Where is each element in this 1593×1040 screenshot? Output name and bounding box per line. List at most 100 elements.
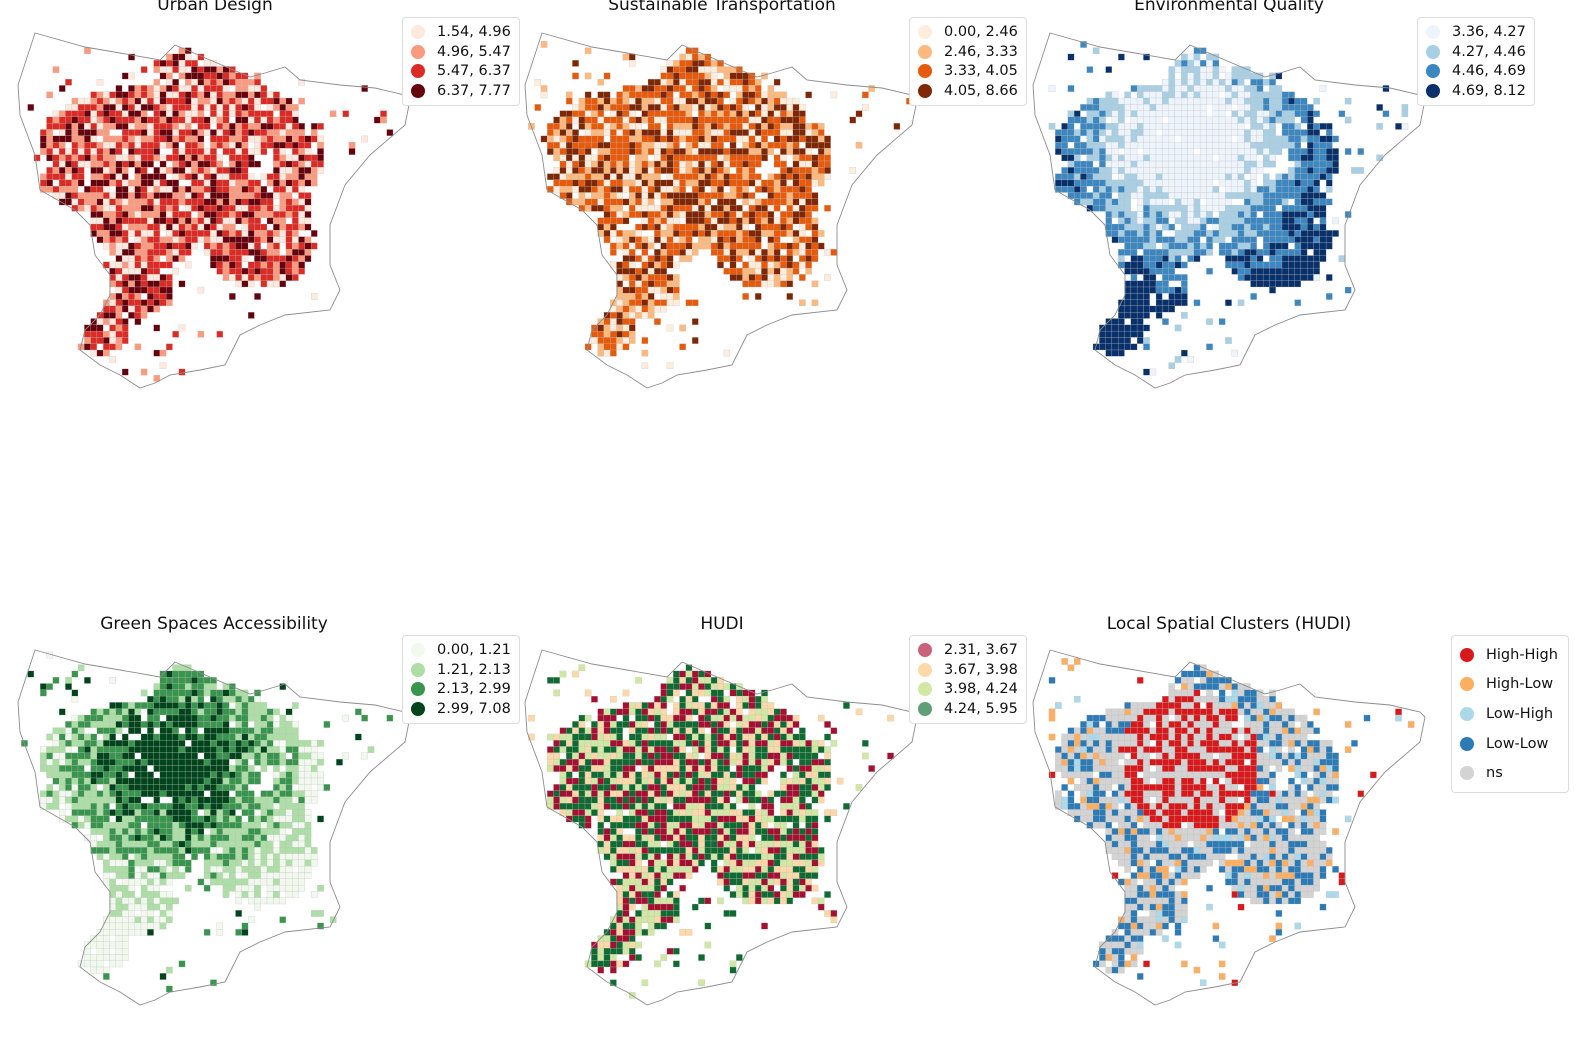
grid-cell [279,141,287,149]
grid-cell [292,834,299,842]
grid-cell [723,78,731,86]
grid-cell [641,192,649,199]
grid-cell [1130,318,1138,325]
grid-cell [210,255,217,262]
grid-cell [1143,198,1150,206]
grid-cell [1307,173,1314,181]
grid-cell [285,160,293,168]
grid-cell [767,230,775,237]
grid-cell [273,866,280,873]
grid-cell [736,211,743,218]
grid-cell [704,116,712,124]
grid-cell [1168,104,1176,111]
grid-cell [1162,141,1169,149]
grid-cell [222,777,230,785]
grid-cell [273,249,280,256]
grid-cell [140,784,148,791]
grid-cell [1294,141,1302,149]
grid-cell [172,129,179,136]
grid-cell [210,160,217,168]
grid-cell [742,160,749,168]
grid-cell [1124,129,1131,136]
grid-cell [191,242,198,250]
grid-cell [96,192,104,199]
grid-cell [1067,123,1075,130]
grid-cell [128,727,135,735]
grid-cell [647,104,655,111]
grid-cell [285,223,293,231]
grid-cell [147,878,154,886]
grid-cell [610,141,617,149]
grid-cell [222,91,230,99]
grid-cell [235,853,242,861]
grid-cell [647,305,655,313]
grid-cell [71,733,79,741]
grid-cell [1237,236,1245,244]
grid-cell [1143,236,1150,244]
grid-cell [210,85,217,92]
grid-cell [103,809,110,816]
grid-cell [58,809,66,816]
grid-cell [216,78,224,86]
grid-cell [46,129,53,136]
grid-cell [1256,104,1264,111]
grid-cell [128,135,135,143]
grid-cell [159,204,167,212]
grid-cell [1237,104,1245,111]
grid-cell [691,217,699,225]
grid-cell [273,179,280,187]
grid-cell [704,160,712,168]
grid-cell [698,116,705,124]
grid-cell [1136,217,1144,225]
grid-cell [184,223,192,231]
grid-cell [717,186,724,193]
grid-cell [1118,97,1125,105]
grid-cell [748,255,756,262]
grid-cell [159,733,167,741]
grid-cell [1281,261,1289,269]
grid-cell [128,721,135,728]
grid-cell [799,186,806,193]
grid-cell [121,116,129,124]
grid-cell [773,280,781,288]
grid-cell [65,740,72,747]
grid-cell [698,179,705,187]
grid-cell [685,141,693,149]
grid-cell [109,267,116,275]
grid-cell [147,866,154,873]
grid-cell [203,173,211,181]
grid-cell [115,85,123,92]
grid-cell [103,721,110,728]
grid-cell [178,721,186,728]
grid-cell [767,242,775,250]
grid-cell [691,135,699,143]
grid-cell [310,173,318,181]
grid-cell [1231,129,1239,136]
grid-cell [140,129,148,136]
grid-cell [660,261,668,269]
grid-cell [222,230,230,237]
grid-cell [140,740,148,747]
grid-cell [285,796,293,804]
grid-cell [241,765,249,772]
grid-cell [109,97,116,105]
grid-cell [210,740,217,747]
grid-cell [172,847,179,854]
grid-cell [1181,192,1188,199]
grid-cell [584,47,592,55]
grid-cell [159,866,167,873]
grid-cell [811,141,819,149]
grid-cell [279,223,287,231]
grid-cell [1187,186,1194,193]
grid-cell [298,141,305,149]
grid-cell [710,167,718,174]
grid-cell [260,809,268,816]
grid-cell [292,186,299,193]
grid-cell [273,204,280,212]
grid-cell [1237,154,1245,162]
grid-cell [279,809,287,816]
grid-cell [855,141,863,149]
grid-cell [197,186,205,193]
grid-cell [773,198,781,206]
grid-cell [1174,249,1182,256]
